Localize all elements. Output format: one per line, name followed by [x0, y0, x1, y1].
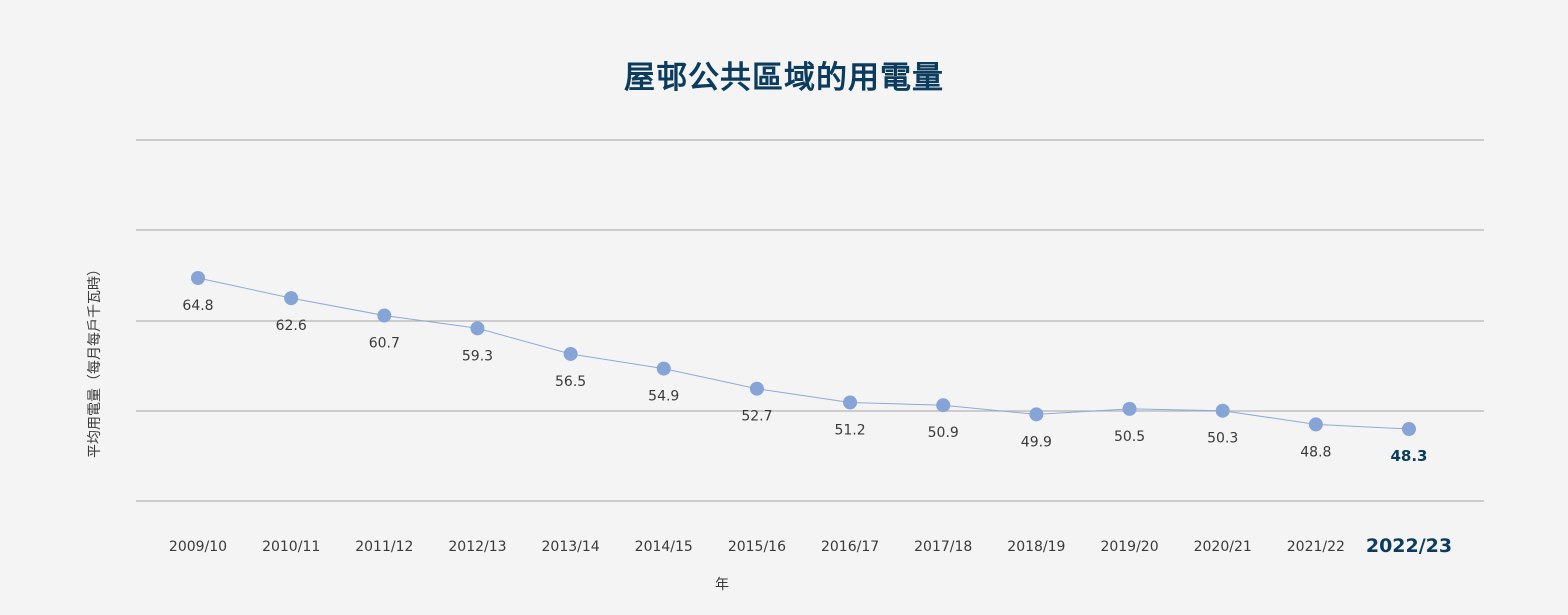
y-axis-title: 平均用電量（每月每戶千瓦時） [87, 262, 103, 458]
x-tick-2011/12: 2011/12 [355, 539, 413, 555]
data-label-2016/17: 51.2 [834, 422, 865, 438]
x-tick-2010/11: 2010/11 [262, 539, 320, 555]
data-labels: 64.8 62.6 60.7 59.3 56.5 54.9 52.7 51.2 50.9 49.9… [182, 298, 1427, 465]
data-point-2009/10 [191, 271, 205, 285]
data-label-2013/14: 56.5 [555, 374, 586, 390]
data-label-2021/22: 48.8 [1300, 444, 1331, 460]
x-tick-2009/10: 2009/10 [169, 539, 227, 555]
data-label-2014/15: 54.9 [648, 389, 679, 405]
data-label-2009/10: 64.8 [182, 298, 213, 314]
x-tick-2013/14: 2013/14 [542, 539, 600, 555]
data-point-2017/18 [936, 398, 951, 413]
data-label-2012/13: 59.3 [462, 348, 493, 364]
x-tick-2016/17: 2016/17 [821, 539, 879, 555]
data-label-2017/18: 50.9 [928, 425, 959, 441]
data-label-2019/20: 50.5 [1114, 429, 1145, 445]
data-point-2015/16 [749, 381, 764, 396]
data-point-2019/20 [1122, 401, 1137, 416]
x-tick-2020/21: 2020/21 [1194, 539, 1252, 555]
data-point-2011/12 [377, 308, 392, 323]
x-tick-labels: 2009/10 2010/11 2011/12 2012/13 2013/14 2014/… [169, 535, 1452, 557]
data-label-2020/21: 50.3 [1207, 431, 1238, 447]
data-points [191, 271, 1416, 436]
data-label-2015/16: 52.7 [741, 409, 772, 425]
x-tick-2015/16: 2015/16 [728, 539, 786, 555]
x-axis-title: 年 [715, 577, 729, 593]
data-label-2018/19: 49.9 [1021, 434, 1052, 450]
grid-lines [136, 139, 1484, 502]
chart-title: 屋邨公共區域的用電量 [624, 60, 944, 96]
x-tick-2012/13: 2012/13 [448, 539, 506, 555]
x-tick-2019/20: 2019/20 [1100, 539, 1158, 555]
data-point-2012/13 [470, 321, 485, 336]
data-point-2010/11 [284, 291, 299, 306]
data-label-2011/12: 60.7 [369, 336, 400, 352]
x-tick-2018/19: 2018/19 [1007, 539, 1065, 555]
data-label-2022/23: 48.3 [1390, 447, 1427, 465]
data-point-2018/19 [1029, 407, 1044, 422]
data-point-2014/15 [656, 361, 671, 376]
series-line [197, 277, 1410, 430]
data-point-2013/14 [563, 346, 578, 361]
x-tick-2017/18: 2017/18 [914, 539, 972, 555]
data-point-2016/17 [843, 395, 858, 410]
x-tick-2021/22: 2021/22 [1287, 539, 1345, 555]
x-tick-2014/15: 2014/15 [635, 539, 693, 555]
data-point-2022/23 [1402, 422, 1416, 436]
data-point-2021/22 [1308, 417, 1323, 432]
x-tick-2022/23: 2022/23 [1366, 535, 1452, 557]
data-point-2020/21 [1215, 403, 1230, 418]
data-label-2010/11: 62.6 [276, 318, 307, 334]
